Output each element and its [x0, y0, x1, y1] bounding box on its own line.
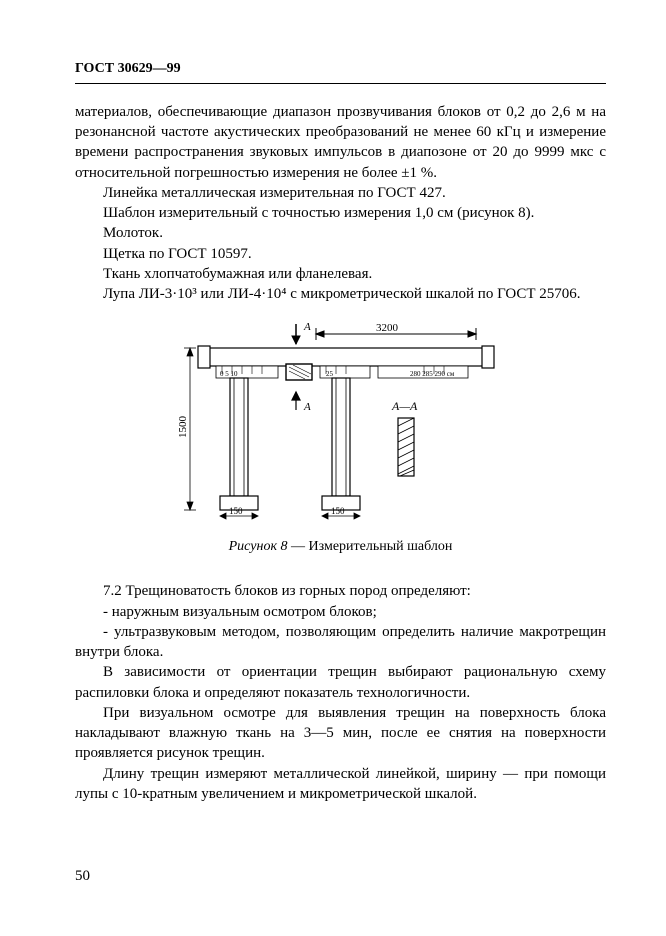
- para-7: Лупа ЛИ-3·10³ или ЛИ-4·10⁴ с микрометрич…: [75, 284, 606, 304]
- para-5: Щетка по ГОСТ 10597.: [75, 244, 606, 264]
- dim-section-A-top: A: [303, 321, 311, 333]
- scale-right: 280 285 290 см: [410, 370, 455, 378]
- sec-7-2-p5: При визуальном осмотре для выявления тре…: [75, 703, 606, 764]
- dim-1500: 1500: [177, 416, 189, 439]
- para-3: Шаблон измерительный с точностью измерен…: [75, 203, 606, 223]
- para-1: материалов, обеспечивающие диапазон проз…: [75, 102, 606, 183]
- scale-mid: 25: [326, 370, 334, 378]
- header-rule: [75, 83, 606, 84]
- page-number: 50: [75, 866, 90, 886]
- scale-left: 0 5 10: [220, 370, 238, 378]
- figure-8: A 3200: [75, 318, 606, 528]
- dim-3200: 3200: [376, 322, 399, 334]
- para-4: Молоток.: [75, 223, 606, 243]
- dim-foot-left: 150: [229, 506, 243, 516]
- figure-caption-label: Рисунок 8: [229, 539, 288, 554]
- section-label: A—A: [391, 399, 418, 413]
- sec-7-2-bullet2: - ультразвуковым методом, позволяющим оп…: [75, 622, 606, 663]
- figure-caption: Рисунок 8 — Измерительный шаблон: [75, 538, 606, 557]
- figure-caption-text: — Измерительный шаблон: [288, 539, 453, 554]
- sec-7-2-bullet1: - наружным визуальным осмотром блоков;: [75, 602, 606, 622]
- para-6: Ткань хлопчатобумажная или фланелевая.: [75, 264, 606, 284]
- para-2: Линейка металлическая измерительная по Г…: [75, 183, 606, 203]
- figure-8-svg: A 3200: [176, 318, 506, 528]
- sec-7-2-p4: В зависимости от ориентации трещин выбир…: [75, 662, 606, 703]
- sec-7-2-head: 7.2 Трещиноватость блоков из горных поро…: [75, 581, 606, 601]
- document-header: ГОСТ 30629—99: [75, 60, 606, 79]
- dim-foot-right: 150: [331, 506, 345, 516]
- sec-7-2-p6: Длину трещин измеряют металлической лине…: [75, 764, 606, 805]
- dim-section-A-bottom: A: [303, 401, 311, 413]
